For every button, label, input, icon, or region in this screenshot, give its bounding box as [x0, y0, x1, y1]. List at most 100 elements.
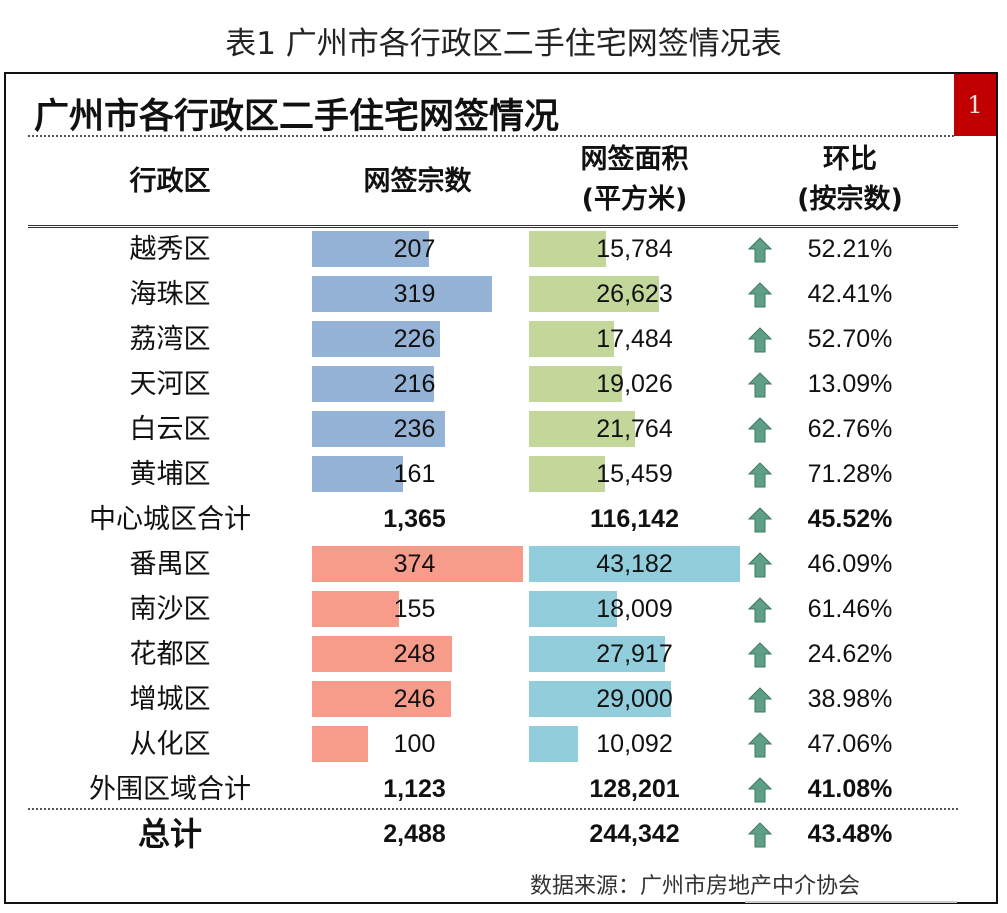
area-bar: [529, 456, 605, 492]
arrow-up-icon: [747, 417, 773, 443]
ratio-value: 52.70%: [807, 325, 893, 353]
count-bar: [312, 546, 523, 582]
count-value: 236: [393, 415, 436, 443]
page-badge: 1: [954, 74, 996, 136]
table-row: 番禺区 374 43,182 46.09%: [0, 542, 1000, 587]
area-value: 19,026: [596, 370, 673, 398]
area-value: 21,764: [596, 415, 673, 443]
area-bar: [529, 681, 671, 717]
count-bar: [312, 726, 368, 762]
arrow-up-icon: [747, 777, 773, 803]
table-row: 增城区 246 29,000 38.98%: [0, 677, 1000, 722]
area-bar: [529, 366, 622, 402]
area-bar: [529, 276, 659, 312]
header-count: 网签宗数: [363, 166, 472, 197]
count-bar: [312, 321, 440, 357]
arrow-up-icon: [747, 507, 773, 533]
count-bar: [312, 681, 451, 717]
count-value: 248: [393, 640, 436, 668]
area-value: 15,784: [596, 235, 673, 263]
header-area-line1: 网签面积: [580, 144, 689, 175]
count-bar: [312, 411, 445, 447]
table-row: 花都区 248 27,917 24.62%: [0, 632, 1000, 677]
arrow-up-icon: [747, 687, 773, 713]
count-bar: [312, 456, 403, 492]
arrow-up-icon: [747, 327, 773, 353]
arrow-up-icon: [747, 732, 773, 758]
area-value: 29,000: [596, 685, 673, 713]
ratio-value: 13.09%: [807, 370, 893, 398]
core-total-row: 中心城区合计 1,365 116,142 45.52%: [0, 497, 1000, 542]
area-bar: [529, 546, 740, 582]
arrow-up-icon: [747, 462, 773, 488]
count-value: 374: [393, 550, 436, 578]
area-value: 244,342: [589, 820, 680, 848]
area-value: 43,182: [596, 550, 673, 578]
district-name: 荔湾区: [129, 324, 211, 355]
table-row: 天河区 216 19,026 13.09%: [0, 362, 1000, 407]
count-value: 1,365: [383, 505, 446, 533]
header-area: 网签面积 (平方米): [529, 140, 740, 220]
ratio-value: 42.41%: [807, 280, 893, 308]
total-divider: [28, 808, 958, 810]
district-name: 海珠区: [129, 279, 211, 310]
count-value: 2,488: [383, 820, 446, 848]
area-bar: [529, 231, 606, 267]
ratio-value: 43.48%: [807, 820, 893, 848]
area-bar: [529, 636, 665, 672]
table-row: 荔湾区 226 17,484 52.70%: [0, 317, 1000, 362]
arrow-up-icon: [747, 822, 773, 848]
table-frame: [4, 72, 998, 904]
count-bar: [312, 591, 399, 627]
district-name: 天河区: [129, 369, 211, 400]
header-ratio: 环比 (按宗数): [770, 140, 930, 220]
ratio-value: 24.62%: [807, 640, 893, 668]
district-name: 增城区: [129, 684, 211, 715]
count-value: 226: [393, 325, 436, 353]
arrow-up-icon: [747, 282, 773, 308]
district-name: 黄埔区: [129, 459, 211, 490]
area-bar: [529, 591, 617, 627]
area-value: 27,917: [596, 640, 673, 668]
count-value: 207: [393, 235, 436, 263]
area-value: 116,142: [590, 505, 679, 533]
count-bar: [312, 366, 434, 402]
area-value: 26,623: [596, 280, 673, 308]
arrow-up-icon: [747, 552, 773, 578]
title-divider: [28, 135, 954, 137]
area-value: 128,201: [589, 775, 680, 803]
district-name: 白云区: [129, 414, 211, 445]
header-area-line2: (平方米): [581, 184, 688, 215]
table-title: 广州市各行政区二手住宅网签情况: [34, 97, 560, 137]
table-row: 从化区 100 10,092 47.06%: [0, 722, 1000, 767]
ratio-value: 46.09%: [807, 550, 893, 578]
count-value: 161: [393, 460, 436, 488]
table-row: 黄埔区 161 15,459 71.28%: [0, 452, 1000, 497]
district-name: 越秀区: [129, 234, 211, 265]
area-bar: [529, 411, 635, 447]
source-underline: [745, 901, 957, 903]
data-source: 数据来源：广州市房地产中介协会: [530, 874, 861, 899]
arrow-up-icon: [747, 237, 773, 263]
count-bar: [312, 276, 492, 312]
count-value: 155: [393, 595, 436, 623]
ratio-value: 41.08%: [807, 775, 893, 803]
grand-total-row: 总计 2,488 244,342 43.48%: [0, 812, 1000, 857]
count-value: 1,123: [383, 775, 446, 803]
district-name: 花都区: [129, 639, 211, 670]
count-bar: [312, 636, 452, 672]
ratio-value: 52.21%: [807, 235, 893, 263]
table-caption: 表1 广州市各行政区二手住宅网签情况表: [225, 26, 782, 62]
district-name: 外围区域合计: [89, 774, 251, 805]
area-value: 18,009: [596, 595, 673, 623]
district-name: 南沙区: [129, 594, 211, 625]
ratio-value: 62.76%: [807, 415, 893, 443]
table-row: 越秀区 207 15,784 52.21%: [0, 227, 1000, 272]
ratio-value: 71.28%: [807, 460, 893, 488]
count-value: 246: [393, 685, 436, 713]
count-value: 319: [393, 280, 436, 308]
district-name: 中心城区合计: [89, 504, 251, 535]
ratio-value: 38.98%: [807, 685, 893, 713]
count-value: 100: [393, 730, 436, 758]
area-bar: [529, 321, 614, 357]
